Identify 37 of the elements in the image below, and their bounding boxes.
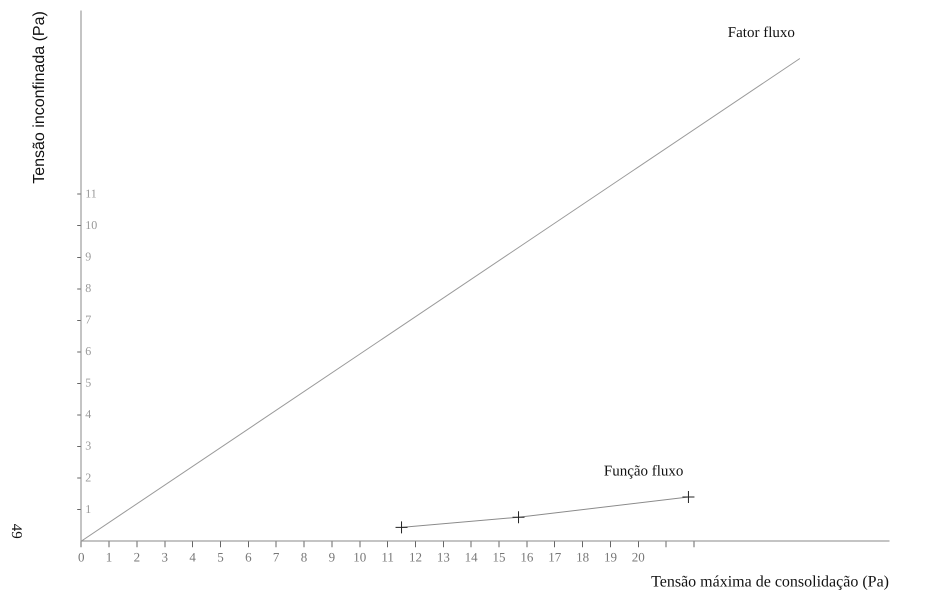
y-axis-title: Tensão inconfinada (Pa) — [31, 11, 48, 184]
y-tick-label: 4 — [85, 407, 92, 422]
y-tick-label: 6 — [85, 344, 92, 358]
x-tick-label: 20 — [632, 549, 645, 564]
y-tick-label: 3 — [85, 438, 92, 453]
y-tick-label: 11 — [85, 186, 97, 200]
x-tick-label: 19 — [604, 549, 617, 564]
y-tick-label: 1 — [85, 502, 92, 516]
y-tick-label: 2 — [85, 470, 92, 484]
y-tick-label: 9 — [85, 249, 92, 264]
x-tick-label: 6 — [245, 549, 252, 564]
x-tick-label: 10 — [353, 549, 366, 564]
x-tick-label: 13 — [436, 549, 450, 564]
x-tick-label: 15 — [492, 549, 506, 564]
x-tick-label: 16 — [520, 549, 534, 564]
x-tick-label: 18 — [576, 549, 590, 564]
x-tick-label: 12 — [408, 549, 422, 564]
y-tick-label: 10 — [85, 218, 98, 232]
series-label: Função fluxo — [604, 463, 684, 480]
x-tick-label: 17 — [548, 549, 562, 564]
x-tick-label: 8 — [300, 549, 308, 564]
x-tick-label: 9 — [328, 549, 336, 564]
x-tick-label: 7 — [272, 549, 280, 564]
x-tick-label: 0 — [78, 549, 84, 564]
y-tick-label: 7 — [85, 312, 92, 327]
x-tick-label: 1 — [106, 549, 112, 564]
x-tick-label: 4 — [189, 549, 196, 564]
x-tick-label: 14 — [464, 549, 478, 564]
x-tick-label: 11 — [381, 549, 394, 564]
y-tick-label: 8 — [85, 280, 92, 295]
x-tick-label: 2 — [134, 549, 140, 564]
text: 49 — [8, 524, 24, 539]
x-axis-title: Tensão máxima de consolidação (Pa) — [651, 574, 889, 591]
series-label: Fator fluxo — [728, 24, 795, 41]
x-tick-label: 3 — [162, 549, 168, 564]
x-tick-label: 5 — [217, 549, 224, 564]
y-tick-label: 5 — [85, 376, 92, 390]
